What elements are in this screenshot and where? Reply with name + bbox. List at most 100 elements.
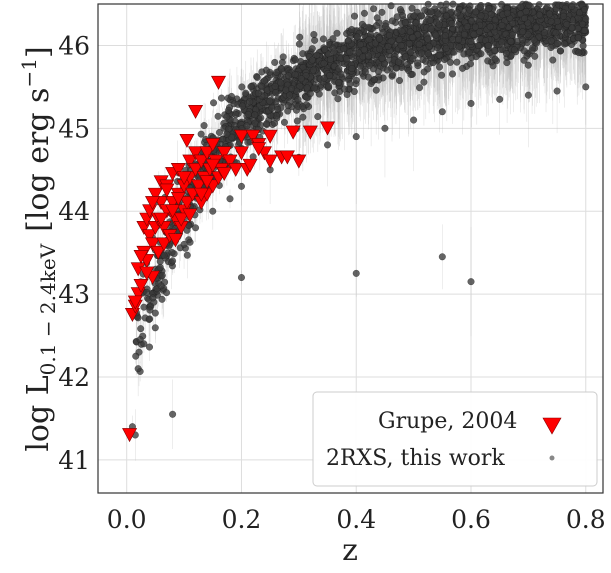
2rxs-point (186, 238, 194, 246)
legend-box (312, 391, 598, 487)
y-tick-label: 43 (58, 280, 90, 309)
2rxs-point (532, 23, 540, 31)
2rxs-point (435, 51, 443, 59)
2rxs-point (384, 42, 392, 50)
2rxs-point (486, 23, 494, 31)
2rxs-point (169, 257, 177, 265)
2rxs-point (257, 114, 265, 122)
2rxs-point (348, 65, 356, 73)
2rxs-point (293, 117, 301, 125)
2rxs-point (409, 55, 417, 63)
grupe-point (291, 154, 307, 169)
grupe-point (279, 150, 295, 165)
y-tick-label: 41 (58, 446, 90, 475)
2rxs-point (243, 122, 251, 130)
2rxs-point (465, 48, 473, 56)
2rxs-point (346, 48, 354, 56)
2rxs-point (459, 64, 466, 72)
y-axis-label: log L0.1 − 2.4keV [log erg s−1] (17, 46, 60, 451)
2rxs-point (365, 35, 373, 43)
x-tick-label: 0.4 (336, 505, 376, 534)
2rxs-point (466, 60, 474, 68)
2rxs-point (553, 18, 561, 25)
2rxs-point (574, 34, 582, 42)
x-tick-label: 0.2 (222, 505, 262, 534)
grupe-point (205, 158, 221, 173)
2rxs-point (360, 9, 368, 17)
2rxs-point (546, 10, 553, 18)
2rxs-point (223, 113, 231, 121)
grupe-point (245, 129, 261, 144)
2rxs-point (260, 77, 268, 85)
2rxs-point (251, 111, 259, 119)
legend: Grupe, 2004 2RXS, this work (312, 391, 598, 487)
2rxs-point (552, 29, 560, 37)
2rxs-point (383, 66, 391, 74)
2rxs-point (334, 95, 342, 103)
2rxs-point (356, 62, 364, 70)
2rxs-point (498, 38, 506, 46)
2rxs-point (496, 95, 504, 103)
2rxs-point (472, 53, 480, 61)
2rxs-point (547, 44, 555, 51)
y-axis-label-unit: [log erg s (21, 88, 56, 232)
x-tick-label: 0.8 (566, 505, 606, 534)
legend-label-2rxs: 2RXS, this work (326, 446, 505, 471)
2rxs-point (417, 12, 425, 20)
2rxs-point (352, 269, 360, 277)
2rxs-point (575, 49, 583, 57)
2rxs-point (460, 31, 468, 39)
2rxs-point (439, 6, 447, 14)
2rxs-point (511, 46, 518, 54)
2rxs-point (309, 66, 317, 74)
2rxs-point (467, 38, 475, 45)
2rxs-point (246, 98, 254, 106)
2rxs-point (472, 23, 480, 31)
y-axis-label-unit-sup: −1 (17, 58, 41, 87)
2rxs-point (140, 340, 148, 348)
2rxs-point (466, 6, 474, 14)
2rxs-point (365, 61, 373, 69)
grupe-point (188, 162, 204, 177)
2rxs-point (319, 35, 327, 43)
grupe-point (147, 187, 163, 202)
2rxs-point (132, 352, 140, 360)
2rxs-point (491, 55, 499, 63)
grupe-point (133, 278, 149, 293)
2rxs-point (449, 70, 456, 78)
2rxs-point (364, 73, 372, 81)
2rxs-point (143, 288, 151, 296)
2rxs-point (453, 9, 461, 17)
grupe-point (170, 191, 186, 206)
2rxs-point (192, 224, 200, 232)
grupe-point (188, 104, 204, 119)
2rxs-point (350, 88, 358, 95)
2rxs-point (360, 46, 368, 54)
2rxs-point (344, 37, 352, 45)
2rxs-point (168, 248, 176, 256)
2rxs-point (351, 12, 358, 20)
2rxs-point (340, 85, 348, 93)
2rxs-point (379, 29, 387, 37)
grupe-point (251, 142, 267, 157)
legend-marker-2rxs (549, 455, 555, 461)
2rxs-point (395, 58, 402, 66)
2rxs-point (410, 116, 418, 124)
2rxs-point (343, 55, 350, 63)
grupe-point (205, 138, 221, 153)
2rxs-point (427, 8, 435, 16)
2rxs-point (320, 74, 328, 82)
2rxs-point (244, 110, 252, 118)
2rxs-point (520, 56, 528, 64)
2rxs-point (372, 86, 380, 94)
grupe-point (179, 133, 195, 148)
2rxs-point (169, 410, 177, 418)
2rxs-point (553, 39, 561, 47)
2rxs-point (432, 31, 440, 39)
2rxs-point (415, 40, 423, 48)
2rxs-point (563, 21, 571, 28)
2rxs-point (284, 102, 292, 110)
2rxs-point (324, 141, 331, 149)
grupe-point (193, 154, 209, 169)
